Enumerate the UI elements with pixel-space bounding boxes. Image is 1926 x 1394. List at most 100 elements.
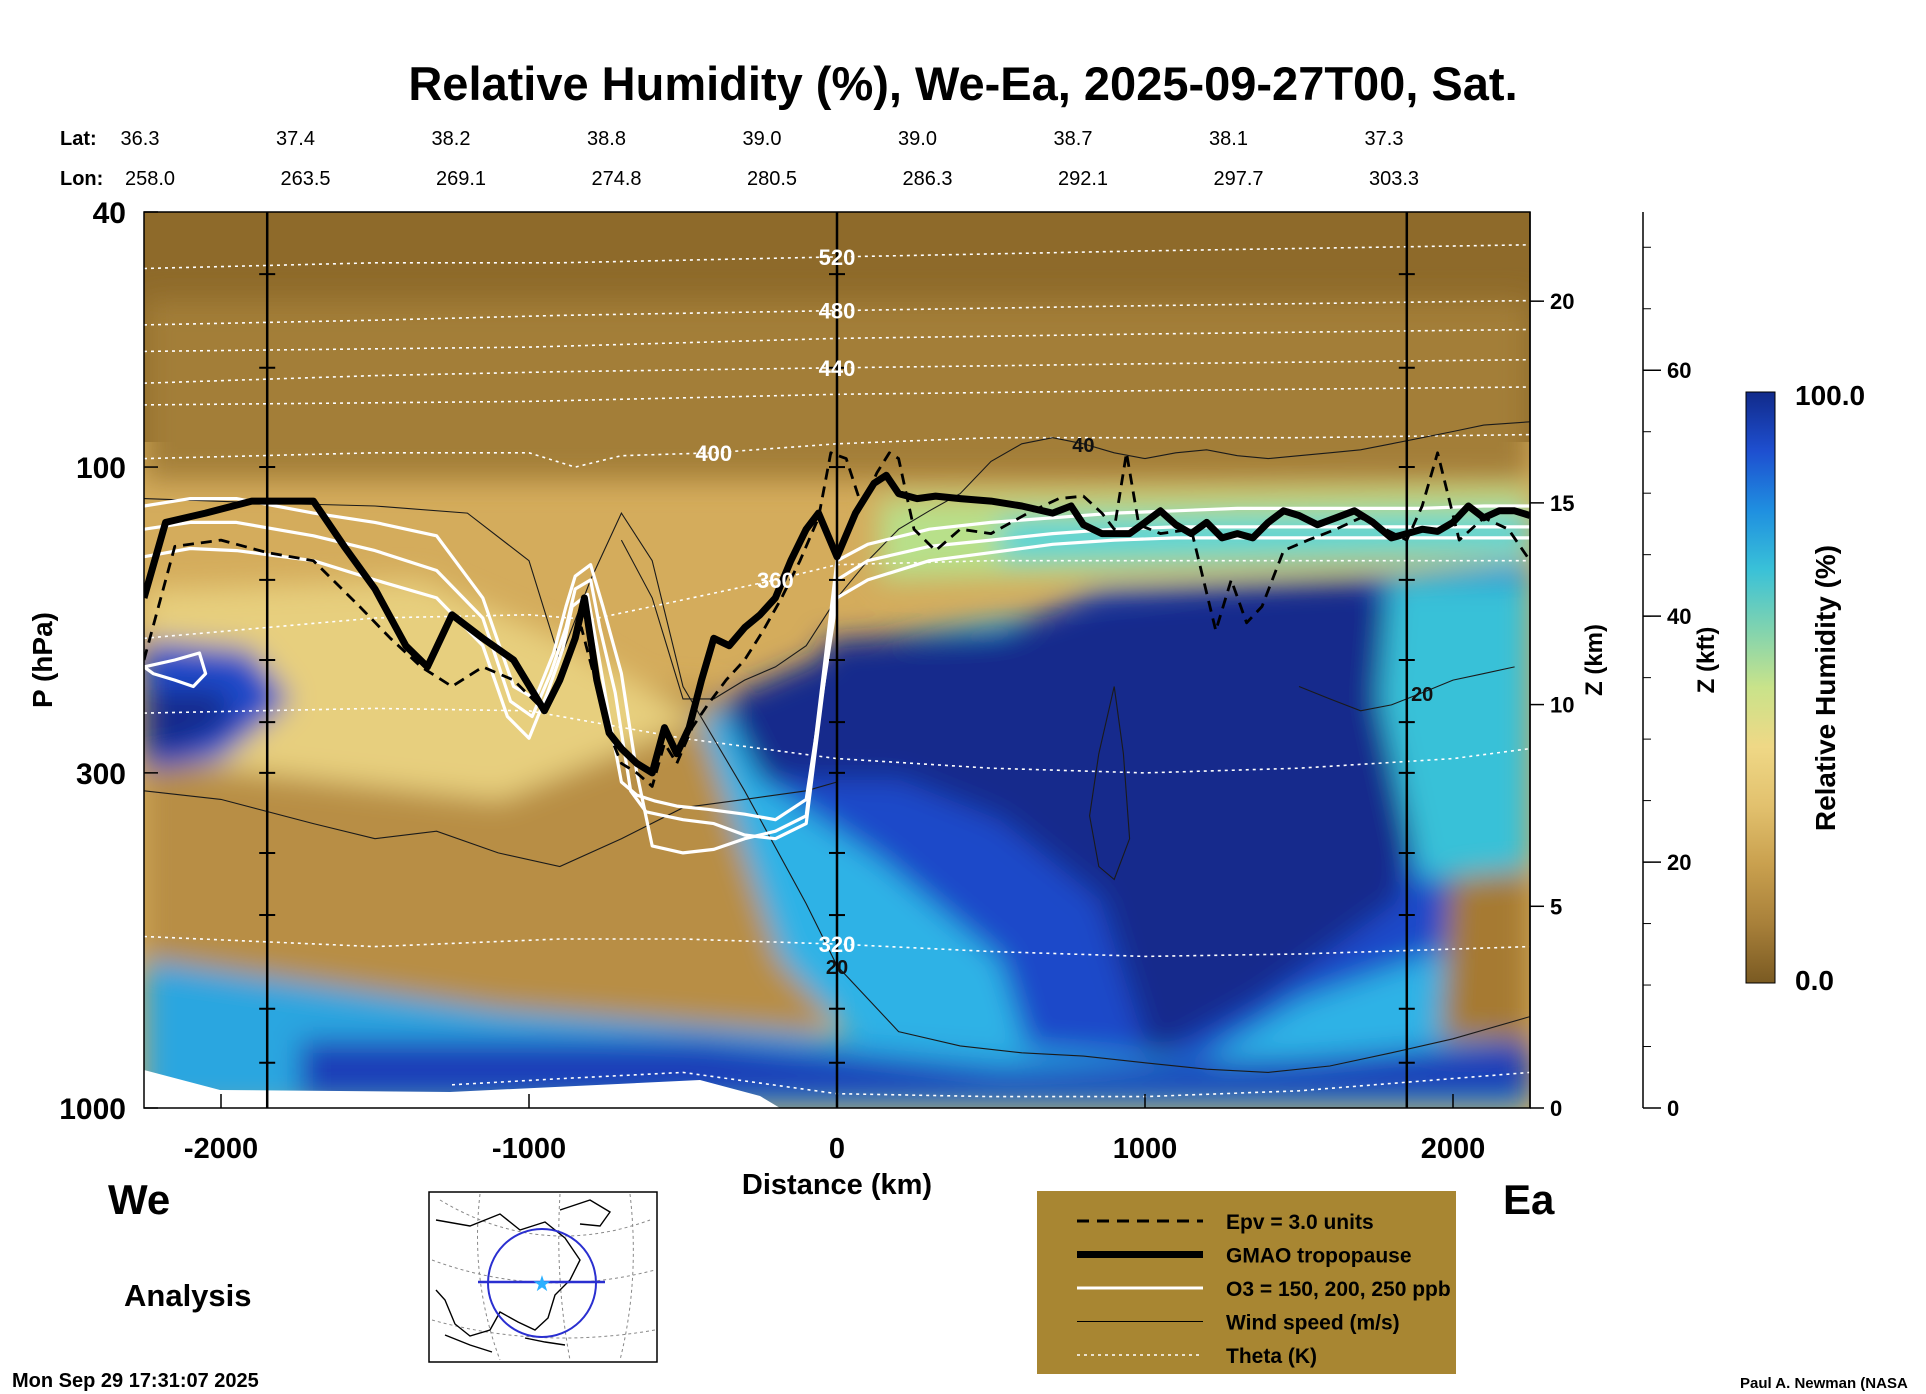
wind-contour-line: [620, 421, 1530, 700]
location-row-label: Lon:: [60, 168, 103, 190]
theta-contour-label: 360: [757, 568, 794, 593]
theta-contour-label: 400: [695, 441, 732, 466]
wind-contour-line: [144, 498, 1530, 1073]
z-km-tick-label: 20: [1550, 289, 1574, 314]
x-tick-label: -2000: [184, 1133, 258, 1165]
colorbar: 100.0 0.0 Relative Humidity (%): [1745, 380, 1865, 996]
y-axis: 40 100 300 1000: [59, 197, 158, 1126]
theta-contour-label: 520: [819, 245, 856, 270]
legend-label: O3 = 150, 200, 250 ppb: [1226, 1278, 1451, 1301]
location-value: 36.3: [121, 128, 160, 150]
wind-contour-label: 20: [1411, 684, 1433, 706]
y-tick-label: 40: [93, 197, 126, 230]
legend-label: Wind speed (m/s): [1226, 1312, 1400, 1335]
location-row-label: Lat:: [60, 128, 97, 150]
colorbar-title: Relative Humidity (%): [1810, 545, 1841, 831]
rh-surface-mask: [144, 1070, 780, 1108]
contour-labels: 320 360 400 440 480 520 20 40 20: [695, 245, 1433, 979]
west-label: We: [108, 1176, 170, 1223]
z-km-tick-label: 0: [1550, 1096, 1562, 1121]
tropopause-line: [144, 471, 1530, 777]
x-tick-label: -1000: [492, 1133, 566, 1165]
z-kft-axis: 0 20 40 60: [1642, 212, 1691, 1121]
o3-contour-line: [144, 651, 208, 689]
z-km-tick-label: 10: [1550, 693, 1574, 718]
z-kft-tick-label: 40: [1667, 604, 1691, 629]
rh-west-moist-core: [144, 690, 235, 750]
location-value: 39.0: [898, 128, 937, 150]
timestamp: Mon Sep 29 17:31:07 2025: [12, 1370, 259, 1392]
rh-saturated-core: [820, 580, 1450, 1060]
wind-contours: [144, 421, 1530, 1073]
x-tick-label: 1000: [1113, 1133, 1178, 1165]
location-value: 286.3: [902, 168, 952, 190]
rh-moist-layer-green: [144, 580, 700, 800]
wind-contour-line: [144, 781, 838, 868]
wind-contour-line: [1089, 686, 1131, 881]
location-value: 38.8: [587, 128, 626, 150]
theta-contour-line: [144, 358, 1530, 384]
colorbar-max-label: 100.0: [1795, 380, 1865, 411]
theta-contour-line: [144, 559, 1530, 640]
colorbar-min-label: 0.0: [1795, 965, 1834, 996]
z-kft-tick-label: 0: [1667, 1096, 1679, 1121]
location-value: 39.0: [743, 128, 782, 150]
z-km-tick-label: 15: [1550, 491, 1574, 516]
theta-contour-line: [144, 244, 1530, 270]
theta-contour-label: 480: [819, 299, 856, 324]
z-kft-tick-label: 20: [1667, 850, 1691, 875]
location-value: 37.4: [276, 128, 315, 150]
chart-title: Relative Humidity (%), We-Ea, 2025-09-27…: [408, 57, 1517, 110]
o3-contour-line: [144, 536, 1530, 822]
location-value: 297.7: [1213, 168, 1263, 190]
x-tick-label: 2000: [1421, 1133, 1486, 1165]
location-value: 38.2: [432, 128, 471, 150]
colorbar-ramp: [1745, 391, 1776, 984]
credit: Paul A. Newman (NASA: [1740, 1375, 1908, 1392]
theta-contour-line: [144, 707, 1530, 774]
location-value: 274.8: [591, 168, 641, 190]
inset-coastlines: [435, 1199, 612, 1353]
wind-contour-label: 20: [826, 957, 848, 979]
z-km-axis-label: Z (km): [1581, 624, 1608, 696]
z-km-axis: 0 5 10 15 20: [1529, 212, 1574, 1121]
theta-contour-label: 440: [819, 356, 856, 381]
location-value: 269.1: [436, 168, 486, 190]
rh-east-dry-pocket: [1440, 860, 1530, 1040]
x-axis: -2000 -1000 0 1000 2000: [184, 1094, 1485, 1165]
theta-contour-line: [144, 299, 1530, 326]
location-value: 303.3: [1369, 168, 1419, 190]
analysis-label: Analysis: [124, 1278, 252, 1313]
location-value: 37.3: [1365, 128, 1404, 150]
inset-graticule: [431, 1193, 656, 1361]
z-kft-axis-label: Z (kft): [1693, 627, 1720, 694]
location-value: 258.0: [125, 168, 175, 190]
theta-contour-label: 320: [819, 932, 856, 957]
x-axis-label: Distance (km): [742, 1169, 932, 1201]
inset-midpoint-star-icon: ★: [532, 1271, 552, 1296]
legend-label: Theta (K): [1226, 1345, 1317, 1368]
tropopause-path: [144, 471, 1530, 777]
location-value: 38.7: [1054, 128, 1093, 150]
location-rows: Lat: 36.3 37.4 38.2 38.8 39.0 39.0 38.7 38.1 37.3…: [60, 128, 1419, 190]
x-tick-label: 0: [829, 1133, 845, 1165]
rh-east-moist-column: [1380, 580, 1530, 880]
wind-contour-label: 40: [1072, 435, 1094, 457]
z-kft-tick-label: 60: [1667, 358, 1691, 383]
y-tick-label: 300: [76, 758, 126, 791]
legend-label: Epv = 3.0 units: [1226, 1211, 1374, 1234]
theta-contour-line: [451, 1071, 1530, 1098]
vertical-markers: [259, 212, 1415, 1108]
y-axis-label: P (hPa): [27, 612, 58, 708]
east-label: Ea: [1503, 1176, 1555, 1223]
location-value: 38.1: [1209, 128, 1248, 150]
location-value: 280.5: [747, 168, 797, 190]
legend-label: GMAO tropopause: [1226, 1245, 1412, 1268]
legend: Epv = 3.0 units GMAO tropopause O3 = 150, …: [1037, 1191, 1456, 1374]
location-value: 263.5: [280, 168, 330, 190]
y-tick-label: 100: [76, 452, 126, 485]
y-tick-label: 1000: [59, 1093, 126, 1126]
z-km-tick-label: 5: [1550, 894, 1562, 919]
location-value: 292.1: [1058, 168, 1108, 190]
